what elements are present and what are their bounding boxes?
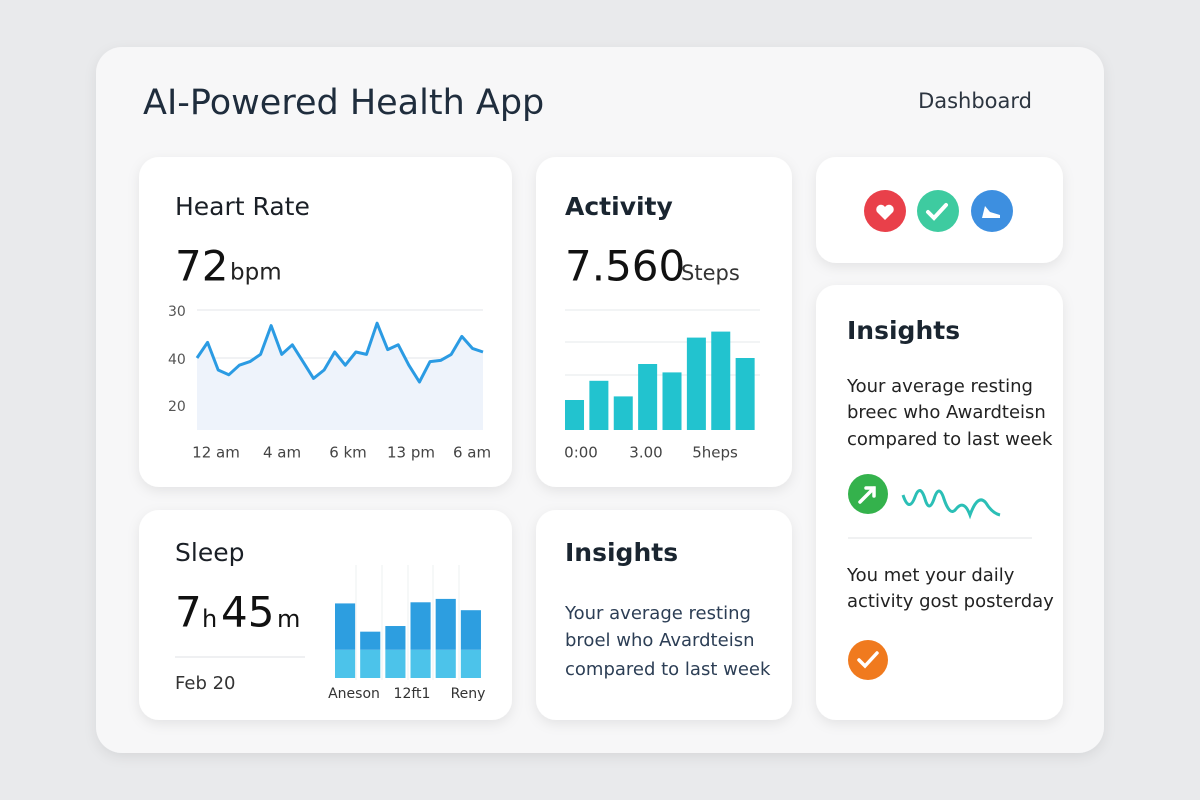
x-tick-label: 0:00 xyxy=(564,444,598,462)
x-tick-label: Reny xyxy=(451,686,486,702)
sleep-chart: Aneson 12ft1 Reny xyxy=(328,598,486,702)
bar xyxy=(686,337,706,430)
bar xyxy=(638,364,658,430)
card-title: Insights xyxy=(565,538,678,567)
app-title: AI-Powered Health App xyxy=(143,83,544,123)
shoe-icon[interactable] xyxy=(971,190,1013,232)
x-tick-label: 6 km xyxy=(329,444,367,462)
bar-segment xyxy=(385,626,406,650)
sleep-hours: 7 xyxy=(175,588,202,637)
x-tick-label: 3.00 xyxy=(629,444,662,462)
trend-glyph xyxy=(858,486,876,504)
sleep-hours-unit: h xyxy=(202,605,217,633)
icon-row xyxy=(864,190,1013,232)
bar-segment xyxy=(360,631,381,650)
metric-unit: bpm xyxy=(230,260,282,286)
bar-segment xyxy=(460,649,481,678)
line xyxy=(195,321,484,384)
metric-unit: Steps xyxy=(681,261,740,285)
bar-segment xyxy=(460,610,481,650)
x-tick-label: 12ft1 xyxy=(394,686,431,702)
x-tick-label: 4 am xyxy=(263,444,301,462)
sleep-grid xyxy=(355,565,460,680)
area xyxy=(197,323,483,430)
bar xyxy=(613,396,633,430)
bar xyxy=(711,331,731,430)
x-tick-label: Aneson xyxy=(328,686,380,702)
nav-dashboard[interactable]: Dashboard xyxy=(918,89,1032,113)
y-tick-label: 30 xyxy=(168,304,186,320)
x-tick-label: 12 am xyxy=(192,444,240,462)
insight-line: You met your daily xyxy=(846,565,1015,586)
x-tick-label: 13 pm xyxy=(387,444,435,462)
bar xyxy=(662,372,682,430)
bar-segment xyxy=(410,602,431,650)
bar xyxy=(735,358,755,430)
insight-line: breec who Awardteisn xyxy=(847,402,1046,423)
y-tick-label: 20 xyxy=(168,399,186,415)
insight-line: broel who Avardteisn xyxy=(565,630,754,651)
y-tick-label: 40 xyxy=(168,352,186,368)
bar-segment xyxy=(435,649,456,678)
x-tick-label: 5heps xyxy=(692,444,738,462)
done-glyph xyxy=(857,651,879,669)
card-title: Heart Rate xyxy=(175,192,310,221)
bar xyxy=(589,380,609,430)
sleep-minutes: 45 xyxy=(221,588,274,637)
bar-segment xyxy=(410,649,431,678)
activity-chart: 0:00 3.00 5heps xyxy=(564,309,760,462)
bar-segment xyxy=(385,649,406,678)
sleep-date: Feb 20 xyxy=(175,673,236,694)
bar xyxy=(565,400,585,430)
metric-value: 7.560 xyxy=(565,242,685,291)
insight-line: compared to last week xyxy=(565,659,771,680)
insight-line: Your average resting xyxy=(564,603,751,624)
bar-segment xyxy=(435,598,456,650)
shoe-glyph xyxy=(982,206,1000,218)
x-tick-label: 6 am xyxy=(453,444,491,462)
check-glyph xyxy=(926,203,948,221)
card-title: Activity xyxy=(565,192,673,221)
insight-line: Your average resting xyxy=(846,376,1033,397)
squiggle xyxy=(901,489,1001,520)
insight-line: activity gost posterday xyxy=(847,591,1054,612)
bar-segment xyxy=(335,649,356,678)
bar-segment xyxy=(335,603,356,650)
card-title: Sleep xyxy=(175,538,244,567)
heart-glyph xyxy=(876,204,894,220)
insights-card-right xyxy=(816,285,1063,720)
metric-value: 72 xyxy=(175,242,228,291)
done-icon xyxy=(848,640,888,680)
heart-chart: 30 40 20 12 am 4 am 6 km 13 pm 6 am xyxy=(168,304,491,462)
insights-card-middle xyxy=(536,510,792,720)
bar-segment xyxy=(360,649,381,678)
insight-line: compared to last week xyxy=(847,429,1053,450)
sleep-minutes-unit: m xyxy=(277,605,300,633)
card-title: Insights xyxy=(847,316,960,345)
